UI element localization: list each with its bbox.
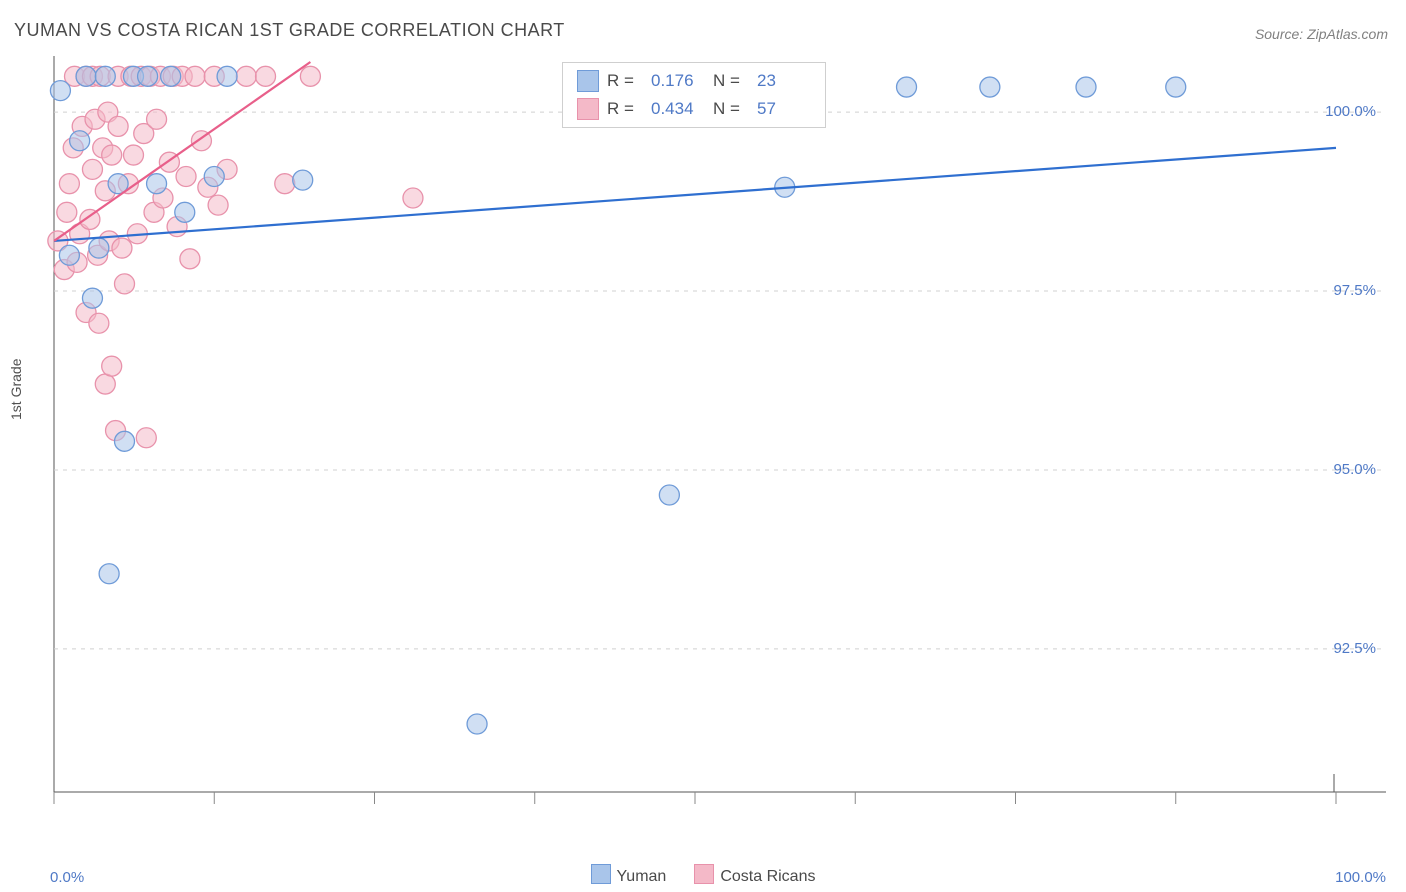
scatter-point xyxy=(95,66,115,86)
scatter-point xyxy=(659,485,679,505)
scatter-point xyxy=(161,66,181,86)
scatter-point xyxy=(208,195,228,215)
scatter-point xyxy=(980,77,1000,97)
plot-svg xyxy=(48,56,1390,816)
legend-stats-row: R = 0.434 N = 57 xyxy=(577,95,811,123)
scatter-point xyxy=(217,66,237,86)
scatter-point xyxy=(82,288,102,308)
scatter-point xyxy=(115,274,135,294)
scatter-point xyxy=(897,77,917,97)
n-value: 23 xyxy=(757,67,811,95)
scatter-point xyxy=(467,714,487,734)
scatter-point xyxy=(89,238,109,258)
legend-swatch xyxy=(577,98,599,120)
source-value: ZipAtlas.com xyxy=(1307,26,1388,42)
scatter-point xyxy=(70,131,90,151)
n-value: 57 xyxy=(757,95,811,123)
legend-item: Costa Ricans xyxy=(694,864,815,886)
y-tick-label: 97.5% xyxy=(1333,282,1382,299)
scatter-point xyxy=(112,238,132,258)
scatter-point xyxy=(147,174,167,194)
y-tick-label: 92.5% xyxy=(1333,640,1382,657)
scatter-point xyxy=(403,188,423,208)
scatter-point xyxy=(1076,77,1096,97)
legend-item: Yuman xyxy=(591,864,667,886)
legend-series: Yuman Costa Ricans xyxy=(0,864,1406,886)
scatter-point xyxy=(50,81,70,101)
scatter-point xyxy=(99,564,119,584)
y-tick-label: 100.0% xyxy=(1325,103,1382,120)
source-label: Source: xyxy=(1255,26,1303,42)
scatter-point xyxy=(185,66,205,86)
scatter-point xyxy=(102,356,122,376)
scatter-point xyxy=(204,167,224,187)
r-value: 0.176 xyxy=(651,67,705,95)
y-tick-label: 95.0% xyxy=(1333,461,1382,478)
scatter-point xyxy=(293,170,313,190)
n-label: N = xyxy=(713,67,749,95)
scatter-point xyxy=(82,159,102,179)
r-label: R = xyxy=(607,67,643,95)
scatter-point xyxy=(108,116,128,136)
y-axis-label: 1st Grade xyxy=(8,359,24,420)
legend-label: Yuman xyxy=(617,868,667,885)
trend-line xyxy=(54,148,1336,241)
scatter-point xyxy=(57,202,77,222)
chart-title: YUMAN VS COSTA RICAN 1ST GRADE CORRELATI… xyxy=(14,20,565,41)
scatter-point xyxy=(115,431,135,451)
scatter-point xyxy=(147,109,167,129)
plot-area xyxy=(48,56,1390,816)
scatter-point xyxy=(138,66,158,86)
scatter-point xyxy=(95,374,115,394)
legend-stats-row: R = 0.176 N = 23 xyxy=(577,67,811,95)
scatter-point xyxy=(176,167,196,187)
legend-label: Costa Ricans xyxy=(720,868,815,885)
scatter-point xyxy=(236,66,256,86)
scatter-point xyxy=(275,174,295,194)
scatter-point xyxy=(89,313,109,333)
r-value: 0.434 xyxy=(651,95,705,123)
source-attribution: Source: ZipAtlas.com xyxy=(1255,26,1388,42)
r-label: R = xyxy=(607,95,643,123)
legend-swatch xyxy=(577,70,599,92)
legend-stats: R = 0.176 N = 23 R = 0.434 N = 57 xyxy=(562,62,826,128)
scatter-point xyxy=(136,428,156,448)
scatter-point xyxy=(256,66,276,86)
scatter-point xyxy=(76,66,96,86)
chart-container: YUMAN VS COSTA RICAN 1ST GRADE CORRELATI… xyxy=(0,0,1406,892)
n-label: N = xyxy=(713,95,749,123)
scatter-point xyxy=(300,66,320,86)
scatter-point xyxy=(180,249,200,269)
scatter-point xyxy=(175,202,195,222)
scatter-point xyxy=(1166,77,1186,97)
scatter-point xyxy=(102,145,122,165)
scatter-point xyxy=(59,174,79,194)
legend-swatch xyxy=(694,864,714,884)
scatter-point xyxy=(123,145,143,165)
scatter-point xyxy=(59,245,79,265)
legend-swatch xyxy=(591,864,611,884)
